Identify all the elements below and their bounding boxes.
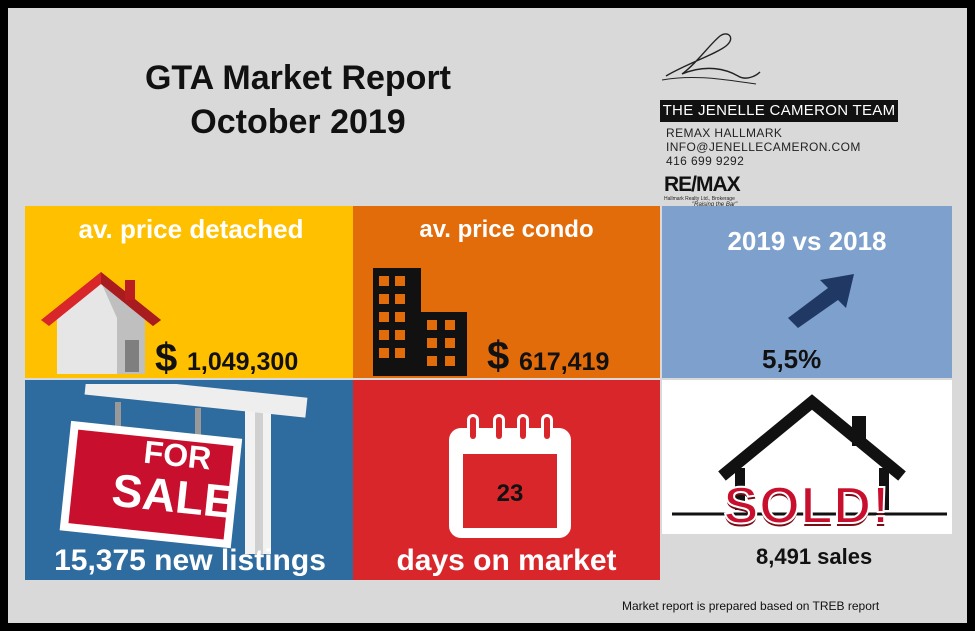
- logo-subtext: Hallmark Realty Ltd., Brokerage: [664, 196, 735, 202]
- sales-caption: 8,491 sales: [756, 544, 873, 569]
- sign-text: FOR SALE: [89, 430, 261, 529]
- house-icon: [41, 272, 161, 374]
- up-arrow-icon: [788, 274, 854, 328]
- logo-main-text: RE/MAX: [664, 173, 741, 196]
- building-icon: [373, 268, 467, 376]
- title-line-1: GTA Market Report: [144, 59, 452, 97]
- detached-price-value: 1,049,300: [187, 348, 299, 376]
- page-title: GTA Market Report October 2019: [108, 56, 488, 144]
- phone-text: 416 699 9292: [666, 154, 745, 168]
- tile-condo-price: av. price condo $ 617,419: [353, 206, 660, 378]
- tile-days-on-market: 23 days on market: [353, 380, 660, 580]
- tile-new-listings: FOR SALE 15,375 new listings: [25, 380, 355, 580]
- for-sale-sign-icon: [59, 384, 308, 554]
- footnote: Market report is prepared based on TREB …: [622, 599, 880, 613]
- yoy-change-value: 5,5%: [762, 344, 822, 374]
- tile-detached-price: av. price detached $ 1,049,300: [25, 206, 357, 378]
- tile-label: 2019 vs 2018: [727, 226, 887, 256]
- logo-tagline: "Raising the Bar": [692, 202, 738, 208]
- tile-year-over-year: 2019 vs 2018 5,5%: [662, 206, 952, 378]
- remax-logo: RE/MAX Hallmark Realty Ltd., Brokerage "…: [664, 173, 784, 209]
- contact-info: REMAX HALLMARK INFO@JENELLECAMERON.COM 4…: [666, 126, 861, 168]
- signature-logo: [661, 33, 761, 85]
- sold-house-icon: [672, 394, 947, 516]
- calendar-icon: [449, 414, 571, 538]
- title-line-2: October 2019: [190, 103, 406, 141]
- currency-symbol: $: [487, 334, 510, 378]
- sold-stamp: SOLD!: [723, 476, 891, 534]
- infographic-frame: GTA Market Report October 2019 THE JENEL…: [8, 8, 967, 623]
- condo-price-value: 617,419: [519, 348, 610, 376]
- days-caption: days on market: [396, 544, 617, 577]
- email-text: INFO@JENELLECAMERON.COM: [666, 140, 861, 154]
- team-name: THE JENELLE CAMERON TEAM: [660, 100, 898, 122]
- listings-caption: 15,375 new listings: [54, 544, 326, 577]
- tile-label: av. price detached: [78, 214, 304, 244]
- brokerage-name: REMAX HALLMARK: [666, 126, 783, 140]
- tile-label: av. price condo: [419, 216, 594, 243]
- currency-symbol: $: [155, 336, 178, 378]
- days-value: 23: [496, 480, 524, 507]
- tile-sold: SOLD!: [662, 380, 952, 534]
